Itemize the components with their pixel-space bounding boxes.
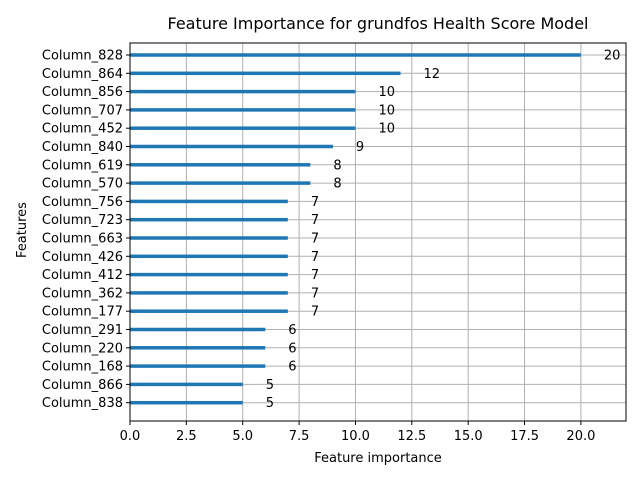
x-tick-label: 7.5 <box>289 429 310 444</box>
bar <box>130 89 356 94</box>
bar-value-label: 7 <box>311 195 319 210</box>
bar <box>130 53 581 57</box>
y-tick-label: Column_838 <box>42 396 123 411</box>
y-tick-label: Column_723 <box>42 213 123 228</box>
bar-value-label: 6 <box>288 341 296 356</box>
y-tick-label: Column_177 <box>42 305 123 320</box>
bar-value-label: 7 <box>311 232 319 247</box>
y-tick-label: Column_828 <box>42 49 123 64</box>
x-tick-label: 12.5 <box>397 429 426 444</box>
bar <box>130 400 243 405</box>
bar-value-label: 7 <box>311 268 319 283</box>
x-tick-labels: 0.0 2.5 5.0 7.5 10.0 12.5 15.0 17.5 20.0 <box>120 421 595 444</box>
bar-value-label: 8 <box>333 177 341 192</box>
y-tick-label: Column_412 <box>42 268 123 283</box>
bar <box>130 327 266 332</box>
bar <box>130 217 288 222</box>
y-tick-label: Column_362 <box>42 286 123 301</box>
y-tick-label: Column_756 <box>42 195 123 210</box>
bar-value-label: 7 <box>311 305 319 320</box>
y-tick-label: Column_866 <box>42 378 123 393</box>
y-tick-label: Column_707 <box>42 103 123 118</box>
chart-title: Feature Importance for grundfos Health S… <box>168 14 589 33</box>
bar <box>130 144 333 149</box>
y-axis-label: Features <box>15 202 30 258</box>
x-tick-label: 15.0 <box>454 429 483 444</box>
y-tick-label: Column_452 <box>42 122 123 137</box>
bar-value-label: 8 <box>333 158 341 173</box>
y-tick-labels: Column_828 Column_864 Column_856 Column_707… <box>42 49 130 411</box>
bar <box>130 199 288 204</box>
bar-value-label: 6 <box>288 323 296 338</box>
y-tick-label: Column_291 <box>42 323 123 338</box>
bars <box>130 53 581 405</box>
x-tick-label: 17.5 <box>510 429 539 444</box>
bar <box>130 71 401 76</box>
bar-value-label: 5 <box>266 378 274 393</box>
y-tick-label: Column_663 <box>42 232 123 247</box>
bar-value-label: 7 <box>311 250 319 265</box>
bar-value-label: 7 <box>311 213 319 228</box>
bar <box>130 291 288 295</box>
x-tick-label: 0.0 <box>120 429 141 444</box>
bar <box>130 126 356 130</box>
bar-value-label: 10 <box>378 85 395 100</box>
bar <box>130 346 266 350</box>
bar <box>130 382 243 387</box>
x-tick-label: 10.0 <box>341 429 370 444</box>
y-tick-label: Column_840 <box>42 140 123 155</box>
bar-value-label: 20 <box>604 49 621 64</box>
bar-value-label: 10 <box>378 103 395 118</box>
x-tick-label: 5.0 <box>232 429 253 444</box>
x-tick-label: 20.0 <box>566 429 595 444</box>
y-tick-label: Column_619 <box>42 158 123 173</box>
y-tick-label: Column_856 <box>42 85 123 100</box>
bar <box>130 364 266 368</box>
bar-value-label: 5 <box>266 396 274 411</box>
bar-value-label: 7 <box>311 286 319 301</box>
bar-value-label: 9 <box>356 140 364 155</box>
y-tick-label: Column_426 <box>42 250 123 265</box>
y-tick-label: Column_220 <box>42 341 123 356</box>
x-tick-label: 2.5 <box>176 429 197 444</box>
bar <box>130 236 288 240</box>
x-axis-label: Feature importance <box>314 451 442 466</box>
y-tick-label: Column_168 <box>42 360 123 375</box>
bar <box>130 163 311 167</box>
bar-value-label: 10 <box>378 122 395 137</box>
bar-value-label: 12 <box>424 67 441 82</box>
bar <box>130 181 311 185</box>
bar <box>130 309 288 313</box>
plot-frame <box>129 42 627 422</box>
bar <box>130 254 288 259</box>
bar <box>130 108 356 112</box>
bar <box>130 272 288 277</box>
bar-value-label: 6 <box>288 360 296 375</box>
y-tick-label: Column_864 <box>42 67 123 82</box>
y-tick-label: Column_570 <box>42 177 123 192</box>
